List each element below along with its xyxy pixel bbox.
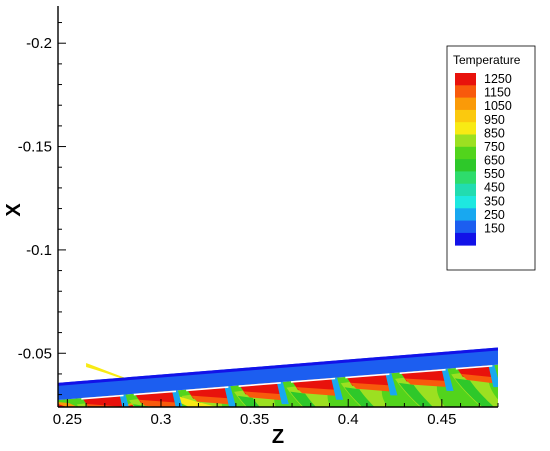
x-tick-label: 0.3 bbox=[151, 411, 172, 428]
coolant-film bbox=[58, 347, 498, 400]
legend-label: 1050 bbox=[484, 99, 512, 113]
slot-wedge-edge bbox=[243, 391, 281, 401]
legend-label: 350 bbox=[484, 194, 505, 208]
legend-label: 550 bbox=[484, 167, 505, 181]
x-axis-title: Z bbox=[272, 426, 284, 448]
legend-swatch bbox=[455, 85, 476, 98]
wake-core bbox=[344, 387, 375, 407]
legend-label: 1150 bbox=[484, 86, 511, 100]
slot-lip-jet bbox=[385, 373, 398, 396]
y-axis: -0.05 -0.1 -0.15 -0.2 bbox=[18, 6, 66, 407]
y-tick-label: -0.2 bbox=[26, 35, 52, 52]
y-axis-title: X bbox=[3, 203, 25, 217]
legend-swatch bbox=[455, 146, 476, 160]
legend-swatch bbox=[455, 159, 476, 172]
slot-wedge-edge bbox=[350, 382, 390, 392]
legend-title: Temperature bbox=[453, 53, 521, 67]
wake-core bbox=[290, 391, 317, 407]
legend-swatch bbox=[455, 220, 476, 234]
legend-swatch bbox=[455, 196, 476, 209]
legend-swatch bbox=[455, 183, 476, 197]
slot-wedge-edge bbox=[138, 399, 176, 407]
legend-swatch bbox=[455, 109, 476, 123]
y-tick-label: -0.1 bbox=[26, 242, 52, 259]
slot-wall bbox=[186, 386, 229, 392]
slot-wedge-edge bbox=[460, 373, 493, 384]
x-tick-label: 0.45 bbox=[427, 411, 456, 428]
slot-wedge-edge bbox=[296, 387, 336, 396]
slot-lip-jet bbox=[119, 394, 129, 407]
legend-label: 650 bbox=[484, 154, 505, 168]
slot-lip-jet bbox=[488, 365, 498, 388]
slot-wall bbox=[238, 382, 281, 387]
slot-wall bbox=[291, 377, 336, 383]
slot-lip-jet bbox=[441, 368, 454, 391]
slot-lip-jet bbox=[171, 390, 183, 407]
legend-swatch bbox=[455, 134, 476, 148]
legend-label: 250 bbox=[484, 208, 505, 222]
legend-label: 850 bbox=[484, 126, 505, 140]
slot-wall bbox=[133, 390, 176, 396]
color-legend: Temperature 1250115010509508507506505504… bbox=[446, 45, 536, 271]
slot-wall bbox=[81, 394, 124, 400]
x-tick-label: 0.35 bbox=[240, 411, 269, 428]
slot-wall bbox=[455, 365, 493, 370]
hot-core-red bbox=[58, 403, 158, 407]
wake-core bbox=[80, 408, 140, 451]
legend-label: 1250 bbox=[484, 72, 512, 86]
legend-swatch bbox=[455, 97, 476, 111]
legend-label: 950 bbox=[484, 113, 505, 127]
x-tick-label: 0.25 bbox=[53, 411, 82, 428]
legend-swatch bbox=[455, 122, 476, 135]
legend-swatch bbox=[455, 171, 476, 185]
legend-label: 750 bbox=[484, 140, 505, 154]
legend-swatch bbox=[455, 208, 476, 221]
y-tick-label: -0.15 bbox=[18, 139, 52, 156]
wake-core bbox=[398, 382, 434, 407]
contour-field bbox=[58, 347, 498, 451]
slot-wedge-edge bbox=[404, 378, 446, 387]
slot-lip-jet bbox=[331, 377, 344, 400]
slot-wedge-edge bbox=[191, 395, 229, 405]
x-axis: 0.25 0.3 0.35 0.4 0.45 bbox=[53, 399, 499, 428]
slot-lip-jet bbox=[224, 386, 237, 407]
coolant-film-top bbox=[58, 347, 498, 386]
wake-core bbox=[454, 378, 495, 407]
slot-wall bbox=[345, 373, 390, 379]
legend-label: 150 bbox=[484, 222, 505, 236]
y-tick-label: -0.05 bbox=[18, 345, 52, 362]
legend-swatch bbox=[455, 232, 476, 246]
x-tick-label: 0.4 bbox=[338, 411, 359, 428]
legend-label: 450 bbox=[484, 181, 505, 195]
slot-lip-jet bbox=[276, 382, 289, 405]
slot-wall bbox=[399, 368, 446, 375]
legend-swatch bbox=[455, 73, 476, 86]
